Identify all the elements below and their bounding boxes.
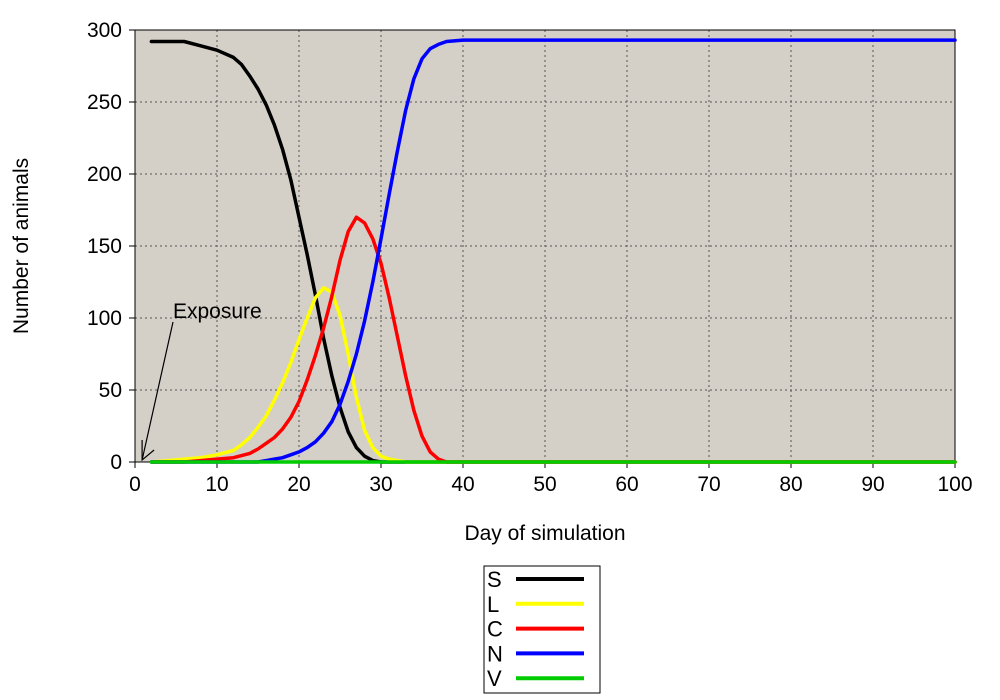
x-tick-label: 40 xyxy=(451,473,474,496)
x-tick-label: 50 xyxy=(533,473,556,496)
legend-item-c: C xyxy=(487,617,584,642)
y-tick-label: 0 xyxy=(110,451,122,474)
exposure-label: Exposure xyxy=(173,300,262,323)
x-axis: 0 10 20 30 40 50 60 70 80 90 100 xyxy=(129,462,973,496)
exposure-arrow-head xyxy=(141,440,155,462)
legend-item-v: V xyxy=(487,666,584,691)
x-tick-label: 60 xyxy=(615,473,638,496)
series-line-n xyxy=(149,38,957,464)
y-axis: 0 50 100 150 200 250 300 xyxy=(87,19,135,474)
x-tick-label: 70 xyxy=(697,473,720,496)
y-tick-label: 200 xyxy=(87,163,122,186)
series-line-c xyxy=(149,215,957,464)
series-lines xyxy=(149,38,957,464)
legend-label: S xyxy=(487,567,502,592)
y-tick-label: 150 xyxy=(87,235,122,258)
y-axis-title: Number of animals xyxy=(10,158,33,334)
y-tick-label: 100 xyxy=(87,307,122,330)
legend-item-l: L xyxy=(487,592,584,617)
legend-item-n: N xyxy=(487,641,584,666)
exposure-annotation: Exposure xyxy=(141,300,262,462)
y-tick-label: 250 xyxy=(87,91,122,114)
x-tick-label: 10 xyxy=(205,473,228,496)
x-tick-label: 90 xyxy=(861,473,884,496)
y-tick-label: 50 xyxy=(99,379,122,402)
y-tick-label: 300 xyxy=(87,19,122,42)
x-tick-label: 0 xyxy=(129,473,141,496)
legend-label: L xyxy=(487,592,499,617)
grid xyxy=(135,30,955,462)
legend-label: N xyxy=(487,641,503,666)
x-axis-title: Day of simulation xyxy=(464,522,625,545)
legend-label: V xyxy=(487,666,502,691)
exposure-arrow-line xyxy=(141,321,174,461)
legend-item-s: S xyxy=(487,567,584,592)
x-tick-label: 20 xyxy=(287,473,310,496)
x-tick-label: 100 xyxy=(937,473,972,496)
x-tick-label: 80 xyxy=(779,473,802,496)
legend-label: C xyxy=(487,617,503,642)
x-tick-label: 30 xyxy=(369,473,392,496)
